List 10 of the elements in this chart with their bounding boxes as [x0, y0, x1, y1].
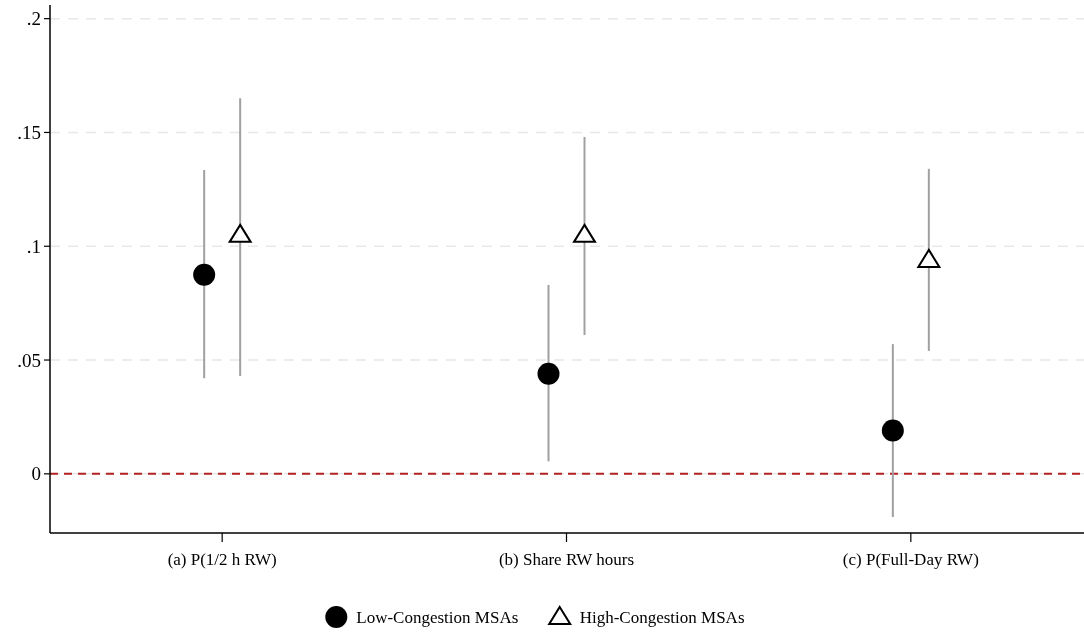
y-tick-label: 0	[31, 463, 41, 485]
x-tick-label: (c) P(Full-Day RW)	[842, 550, 979, 569]
y-tick-label: .15	[17, 122, 41, 144]
x-tick-label: (a) P(1/2 h RW)	[167, 550, 277, 569]
y-tick-label: .05	[17, 349, 41, 371]
y-tick-label: .2	[26, 8, 41, 30]
legend-label: High-Congestion MSAs	[579, 607, 745, 627]
legend-label: Low-Congestion MSAs	[356, 607, 519, 627]
y-tick-label: .1	[26, 235, 41, 257]
x-tick-label: (b) Share RW hours	[498, 550, 635, 569]
